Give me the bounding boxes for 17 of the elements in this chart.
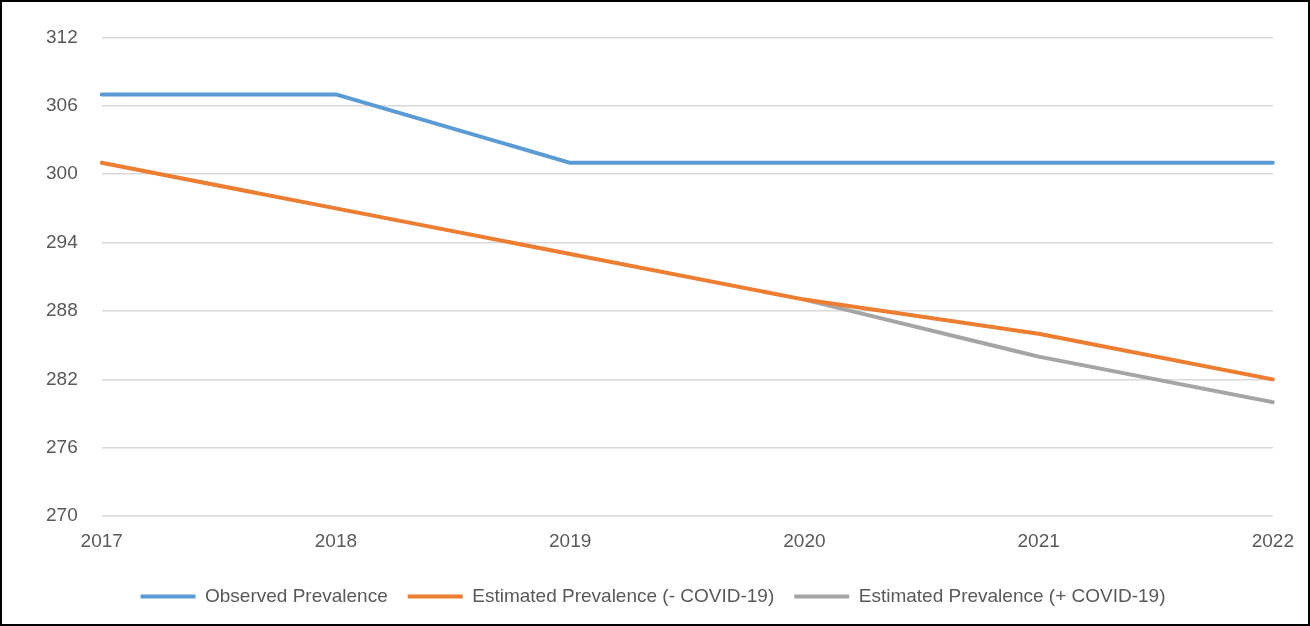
x-tick-label: 2019	[549, 529, 592, 551]
x-tick-label: 2020	[783, 529, 826, 551]
y-tick-label: 288	[46, 299, 78, 321]
x-tick-label: 2017	[80, 529, 123, 551]
y-tick-label: 276	[46, 436, 78, 458]
x-tick-label: 2021	[1017, 529, 1060, 551]
x-tick-label: 2022	[1251, 529, 1295, 551]
y-tick-label: 282	[46, 367, 78, 389]
legend-label: Estimated Prevalence (- COVID-19)	[472, 584, 775, 606]
legend-label: Estimated Prevalence (+ COVID-19)	[858, 584, 1166, 606]
y-tick-label: 306	[46, 94, 78, 116]
y-tick-label: 270	[46, 504, 78, 526]
legend-label: Observed Prevalence	[205, 584, 388, 606]
y-tick-label: 312	[46, 25, 78, 47]
y-tick-label: 294	[46, 230, 79, 252]
y-tick-label: 300	[46, 162, 78, 184]
x-tick-label: 2018	[314, 529, 358, 551]
